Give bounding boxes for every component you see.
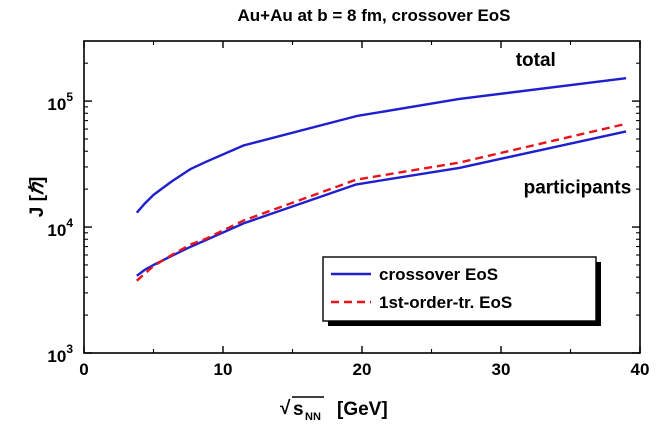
y-axis-label: J [ℏ]	[27, 177, 48, 218]
x-tick-label: 40	[631, 360, 650, 379]
chart-title: Au+Au at b = 8 fm, crossover EoS	[237, 6, 510, 25]
x-axis-label-unit: [GeV]	[337, 399, 388, 420]
svg-text:J [ℏ]: J [ℏ]	[27, 177, 48, 218]
y-tick-label: 104	[47, 216, 73, 240]
x-tick-label: 10	[214, 360, 233, 379]
x-axis-label: √ s NN [GeV]	[280, 397, 388, 423]
x-axis-label-subscript: NN	[305, 411, 321, 423]
legend-label-first-order: 1st-order-tr. EoS	[379, 293, 512, 312]
annotation-total: total	[516, 50, 556, 71]
legend-label-crossover: crossover EoS	[379, 265, 498, 284]
y-tick-label: 103	[47, 342, 73, 366]
legend: crossover EoS 1st-order-tr. EoS	[323, 257, 601, 326]
annotation-participants: participants	[524, 177, 632, 198]
y-tick-label: 105	[47, 90, 73, 114]
x-tick-label: 20	[353, 360, 372, 379]
y-axis-label-main: J [	[27, 194, 48, 217]
x-tick-label: 0	[79, 360, 88, 379]
series-line-participants-crossover	[137, 131, 626, 275]
x-axis-label-sqrt: √	[280, 398, 291, 419]
x-axis-label-s: s	[293, 399, 304, 420]
y-axis-label-close: ]	[27, 177, 48, 183]
x-tick-label: 30	[492, 360, 511, 379]
